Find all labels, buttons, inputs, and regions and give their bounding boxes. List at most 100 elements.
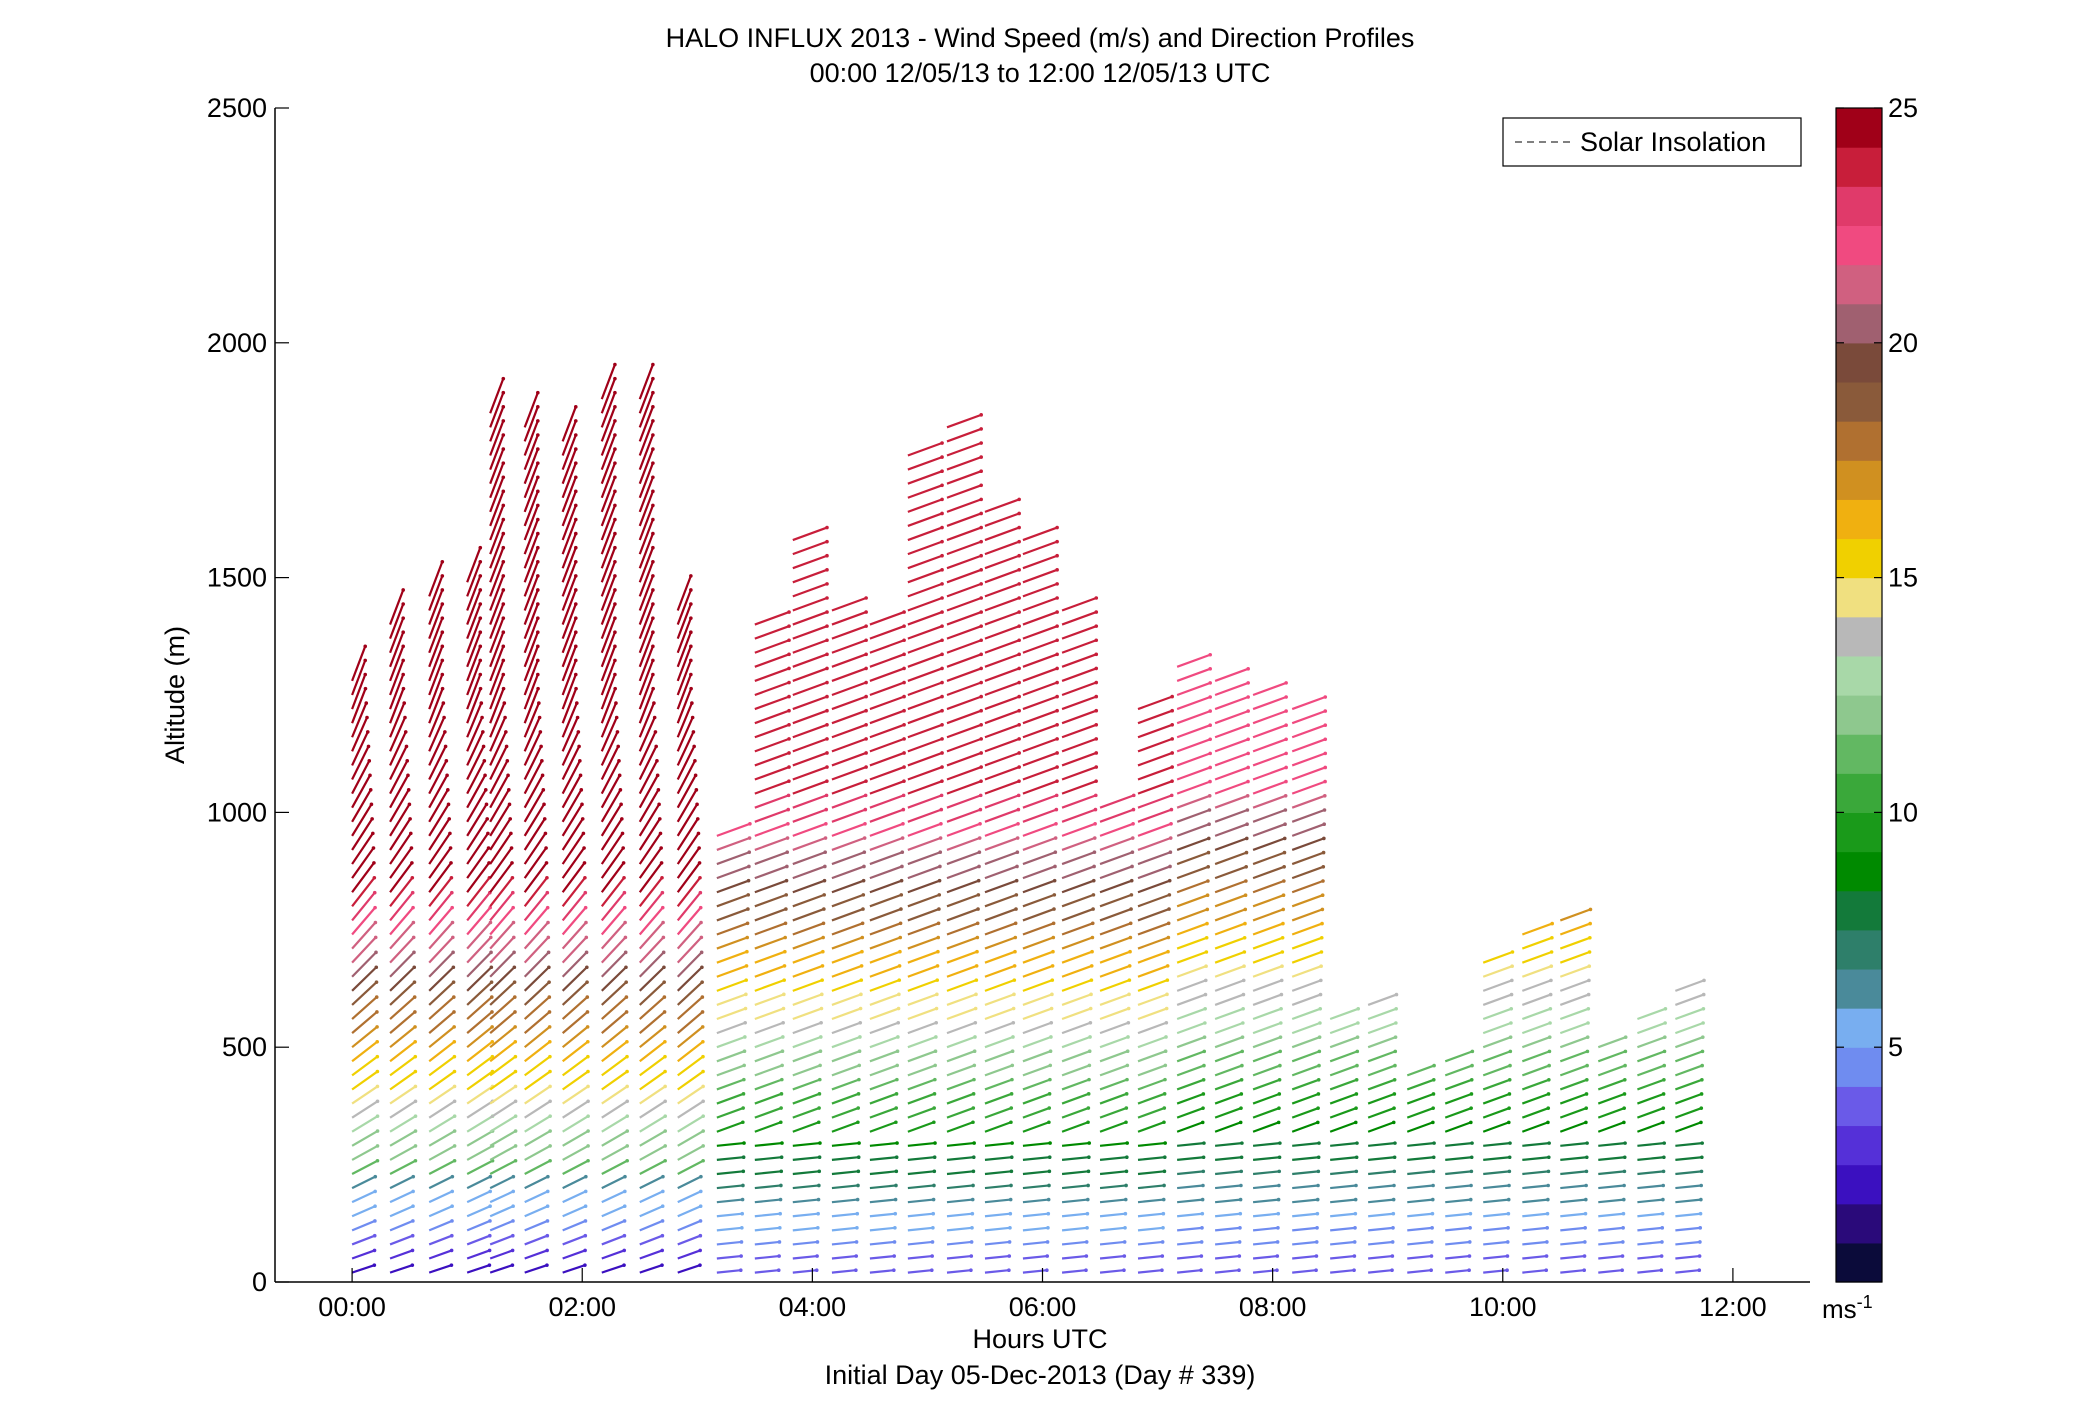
wind-barb-tip — [940, 511, 944, 516]
colorbar-tick-label: 20 — [1888, 328, 1918, 358]
wind-barb-tip — [1392, 1183, 1396, 1188]
wind-barb-tip — [936, 935, 941, 940]
wind-barb-tip — [1392, 1155, 1397, 1160]
wind-barb — [1598, 1269, 1623, 1274]
wind-barb-tip — [1009, 1169, 1014, 1174]
wind-barb-tip — [787, 638, 791, 643]
wind-barb — [389, 1100, 417, 1119]
wind-barb — [466, 575, 482, 611]
wind-barb-tip — [623, 1189, 627, 1194]
wind-barb — [1061, 709, 1097, 725]
wind-barb-tip — [815, 1240, 820, 1244]
wind-barb — [601, 1190, 626, 1204]
wind-barb — [1291, 1021, 1321, 1035]
wind-barb-tip — [1279, 992, 1284, 997]
wind-barb — [1137, 695, 1173, 711]
wind-barb-tip — [1009, 1106, 1014, 1110]
wind-barb-tip — [661, 1189, 665, 1194]
wind-barb-tip — [743, 1020, 747, 1025]
wind-barb-tip — [1094, 638, 1099, 643]
wind-barb — [351, 1205, 376, 1218]
wind-barb — [466, 760, 486, 795]
wind-barb-tip — [1621, 1197, 1626, 1202]
wind-barb-tip — [488, 1204, 492, 1208]
wind-barb-tip — [976, 878, 981, 883]
wind-barb — [792, 879, 825, 894]
wind-barb-tip — [1170, 737, 1174, 741]
wind-barb-tip — [1278, 1063, 1282, 1068]
wind-barb — [638, 505, 654, 541]
wind-barb-tip — [940, 779, 944, 783]
wind-barb-tip — [375, 1129, 380, 1133]
wind-barb-tip — [537, 701, 541, 705]
wind-barb-tip — [1469, 1120, 1473, 1125]
wind-barb — [984, 964, 1016, 978]
wind-barb-tip — [857, 1049, 862, 1053]
wind-barb-tip — [932, 1169, 937, 1174]
wind-barb — [946, 836, 981, 852]
wind-barb — [1637, 1036, 1666, 1049]
wind-barb-tip — [741, 1155, 746, 1160]
wind-barb-tip — [1276, 1120, 1281, 1125]
wind-barb-tip — [1045, 1268, 1049, 1273]
wind-barb — [869, 611, 905, 626]
wind-barb-tip — [786, 793, 791, 798]
wind-barb-tip — [1584, 1197, 1588, 1202]
wind-barb-tip — [651, 644, 655, 649]
wind-barb — [1482, 1036, 1512, 1049]
wind-barb — [601, 1159, 628, 1175]
wind-barb — [792, 936, 824, 950]
wind-barb-tip — [979, 483, 983, 488]
x-tick-label: 04:00 — [779, 1292, 847, 1322]
wind-barb — [1176, 879, 1209, 894]
wind-barb — [716, 893, 749, 908]
colorbar-swatch — [1836, 1086, 1882, 1127]
wind-barb-tip — [1048, 1077, 1052, 1082]
wind-barb — [907, 1254, 933, 1260]
wind-barb-tip — [855, 1197, 860, 1202]
wind-barb — [1445, 1269, 1470, 1274]
wind-barb-tip — [1284, 681, 1288, 685]
colorbar-swatch — [1836, 773, 1882, 813]
wind-barb — [792, 723, 828, 739]
wind-barb-tip — [864, 779, 868, 783]
wind-barb-tip — [1012, 978, 1017, 982]
wind-barb-tip — [1622, 1183, 1626, 1188]
wind-barb — [1330, 1269, 1355, 1274]
wind-barb-tip — [787, 722, 791, 727]
wind-barb — [831, 596, 867, 612]
wind-barb-tip — [573, 419, 578, 423]
wind-barb-tip — [974, 964, 979, 968]
wind-barb — [1560, 1212, 1586, 1218]
wind-barb-tip — [970, 1211, 975, 1216]
wind-barb — [869, 1212, 896, 1218]
wind-barb — [831, 1198, 858, 1204]
wind-barb — [1022, 1198, 1049, 1204]
wind-barb-tip — [1090, 921, 1095, 926]
wind-barb — [1445, 1226, 1471, 1232]
wind-barb — [561, 1011, 589, 1034]
wind-barb-tip — [1284, 737, 1288, 742]
wind-barb-tip — [1702, 978, 1706, 983]
wind-barb — [984, 851, 1018, 866]
wind-barb — [489, 847, 513, 879]
wind-barb-tip — [1090, 949, 1094, 954]
wind-barb-tip — [544, 861, 549, 865]
wind-barb — [1407, 1240, 1432, 1246]
wind-barb — [984, 540, 1020, 556]
wind-barb-tip — [897, 978, 902, 982]
wind-barb-tip — [662, 965, 666, 970]
wind-barb — [984, 1198, 1011, 1204]
wind-barb-tip — [1323, 737, 1328, 742]
wind-barb — [1061, 808, 1096, 823]
wind-barb-tip — [902, 737, 906, 741]
wind-barb — [1214, 894, 1246, 908]
wind-barb-tip — [443, 730, 447, 734]
wind-barb — [523, 981, 550, 1006]
wind-barb — [984, 737, 1020, 753]
wind-barb — [869, 709, 905, 725]
wind-barb-tip — [864, 638, 868, 643]
wind-barb-tip — [402, 701, 407, 705]
wind-barb-tip — [902, 779, 906, 783]
wind-barb-tip — [1470, 1063, 1474, 1068]
